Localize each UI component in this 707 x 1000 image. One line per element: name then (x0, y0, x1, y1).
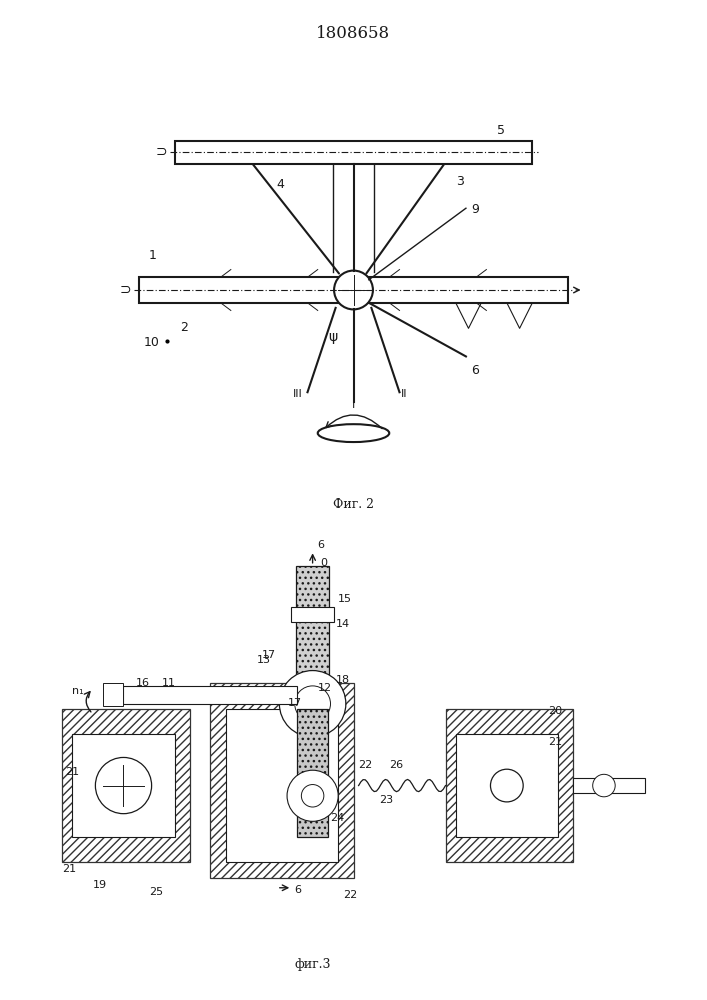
Text: 9: 9 (471, 203, 479, 216)
Circle shape (295, 686, 330, 722)
Text: 21: 21 (548, 737, 562, 747)
Text: 21: 21 (65, 767, 79, 777)
Text: 10: 10 (144, 336, 160, 349)
Text: Фиг. 2: Фиг. 2 (333, 498, 374, 511)
Text: 0: 0 (320, 558, 327, 568)
Text: 12: 12 (317, 683, 332, 693)
Text: 6: 6 (471, 364, 479, 377)
Bar (573, 778, 645, 793)
Text: 22: 22 (358, 760, 373, 770)
Text: n₁: n₁ (72, 686, 84, 696)
Text: ⊃: ⊃ (156, 145, 167, 159)
Circle shape (95, 757, 151, 814)
Circle shape (279, 671, 346, 737)
Text: 6: 6 (295, 885, 302, 895)
Text: 25: 25 (149, 887, 163, 897)
Bar (72, 734, 175, 837)
Text: 17: 17 (262, 650, 276, 660)
Bar (103, 683, 124, 706)
Bar (139, 277, 568, 303)
Text: 2: 2 (180, 321, 187, 334)
Text: 19: 19 (93, 880, 107, 890)
Bar (296, 566, 329, 694)
Bar (226, 709, 338, 862)
Circle shape (491, 769, 523, 802)
Text: 15: 15 (338, 594, 352, 604)
Text: 17: 17 (288, 698, 303, 708)
Text: I: I (352, 400, 355, 410)
Text: II: II (402, 389, 408, 399)
Circle shape (592, 774, 615, 797)
Text: ⊃: ⊃ (119, 283, 132, 297)
Circle shape (334, 271, 373, 309)
Text: 24: 24 (330, 813, 345, 823)
Text: фиг.3: фиг.3 (294, 958, 331, 971)
Circle shape (287, 770, 338, 821)
Text: 11: 11 (162, 678, 176, 688)
Bar (297, 709, 328, 837)
Text: 1: 1 (149, 249, 157, 262)
Bar (445, 709, 573, 862)
Text: 23: 23 (379, 795, 393, 805)
Text: 1808658: 1808658 (317, 25, 390, 42)
Text: 21: 21 (62, 864, 76, 874)
Bar (124, 686, 297, 704)
Text: 16: 16 (136, 678, 151, 688)
Ellipse shape (317, 424, 390, 442)
Bar (456, 734, 558, 837)
Bar (291, 607, 334, 622)
Text: 14: 14 (336, 619, 350, 629)
Text: 13: 13 (257, 655, 270, 665)
Text: 6: 6 (317, 540, 325, 550)
Text: 5: 5 (496, 124, 505, 137)
Text: 26: 26 (390, 760, 404, 770)
Text: 4: 4 (277, 178, 285, 191)
Text: ψ: ψ (328, 330, 337, 344)
Text: 3: 3 (456, 175, 464, 188)
Circle shape (301, 785, 324, 807)
Bar (175, 140, 532, 163)
Text: III: III (293, 389, 302, 399)
Text: 20: 20 (548, 706, 562, 716)
Bar (62, 709, 190, 862)
Text: 18: 18 (336, 675, 350, 685)
Bar (211, 683, 354, 878)
Text: 22: 22 (344, 890, 358, 900)
